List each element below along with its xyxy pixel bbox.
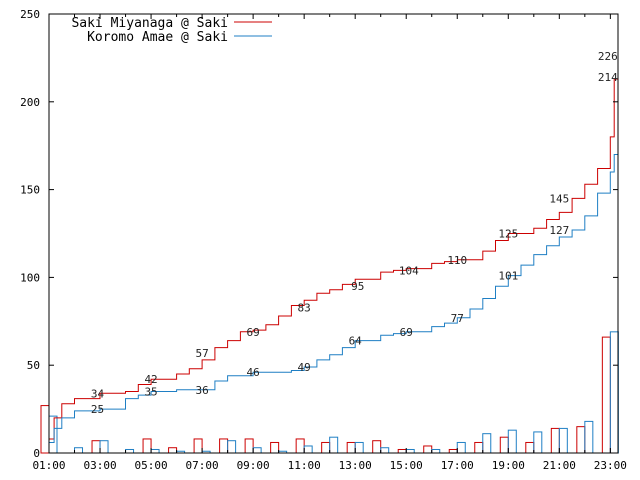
bar-series-2: [150, 448, 160, 454]
x-tick-label: 13:00: [339, 459, 372, 472]
bar-series-1: [142, 438, 152, 454]
x-tick-label: 19:00: [492, 459, 525, 472]
bar-series-2: [380, 447, 390, 454]
y-tick-label: 50: [27, 359, 40, 372]
data-label-series-1: 34: [91, 387, 105, 400]
data-label-series-1: 42: [144, 373, 157, 386]
x-tick-label: 17:00: [441, 459, 474, 472]
bar-series-2: [584, 420, 594, 454]
bar-series-1: [321, 441, 331, 454]
data-label-series-2: 101: [498, 270, 518, 283]
bar-series-2: [227, 440, 237, 454]
data-label-series-2: 49: [298, 361, 311, 374]
bar-series-1: [346, 441, 356, 454]
bar-series-2: [431, 448, 441, 454]
bar-series-2: [482, 433, 492, 454]
bar-series-1: [423, 445, 433, 454]
y-tick-label: 150: [20, 184, 40, 197]
bar-series-1: [40, 405, 50, 454]
cumulative-lines: [49, 56, 619, 443]
bar-series-2: [456, 441, 466, 454]
x-tick-label: 15:00: [390, 459, 423, 472]
plot-frame: [48, 13, 619, 454]
y-tick-label: 200: [20, 96, 40, 109]
bar-series-2: [303, 445, 313, 454]
y-tick-label: 250: [20, 8, 40, 21]
bar-series-1: [295, 438, 305, 454]
x-tick-label: 01:00: [32, 459, 65, 472]
bar-series-1: [219, 438, 229, 454]
data-labels: 34 42 57 69 83 95 104 110 125 145 226 25 35 36 46 49 64 6…: [91, 50, 618, 416]
bar-series-2: [405, 448, 415, 454]
bar-series-1: [270, 441, 280, 454]
y-tick-label: 100: [20, 271, 40, 284]
bar-series-2: [558, 427, 568, 454]
bar-series-1: [372, 440, 382, 454]
bar-series-2: [507, 429, 517, 454]
data-label-series-2: 127: [549, 224, 569, 237]
line-series-1: [49, 56, 619, 440]
bar-series-1: [168, 447, 178, 454]
y-tick-label: 0: [33, 447, 40, 460]
data-label-series-1: 145: [549, 192, 569, 205]
axes: 0 50 100 150 200 250 01:00 03:00 05:00 07:00 09:00…: [20, 8, 627, 472]
bar-series-2: [48, 415, 58, 454]
legend-label-series-1: Saki Miyanaga @ Saki: [71, 16, 228, 31]
line-series-2: [49, 77, 619, 443]
bar-series-1: [448, 448, 458, 454]
bar-series-1: [601, 336, 611, 454]
data-label-series-1: 226: [598, 50, 618, 63]
data-label-series-2: 77: [451, 312, 464, 325]
data-label-series-1: 95: [351, 280, 364, 293]
data-label-series-1: 57: [195, 347, 208, 360]
bar-series-1: [525, 441, 535, 454]
legend: Saki Miyanaga @ Saki Koromo Amae @ Saki: [71, 16, 272, 45]
bar-series-2: [99, 440, 109, 454]
bar-series-2: [354, 441, 364, 454]
legend-label-series-2: Koromo Amae @ Saki: [87, 30, 228, 45]
data-label-series-1: 69: [247, 326, 260, 339]
x-tick-label: 03:00: [83, 459, 116, 472]
bar-series-2: [74, 447, 84, 454]
bar-series-2: [125, 448, 135, 454]
bar-series-1: [474, 441, 484, 454]
data-label-series-1: 104: [399, 264, 419, 277]
data-label-series-2: 214: [598, 71, 618, 84]
x-tick-label: 11:00: [288, 459, 321, 472]
data-label-series-2: 64: [349, 335, 363, 348]
bar-series-2: [329, 436, 339, 454]
bar-series-2: [252, 447, 262, 454]
x-tick-label: 05:00: [135, 459, 168, 472]
x-tick-label: 21:00: [543, 459, 576, 472]
hourly-bars: [40, 331, 619, 454]
bar-series-1: [397, 448, 407, 454]
bar-series-1: [499, 436, 509, 454]
data-label-series-1: 83: [298, 301, 311, 314]
bar-series-2: [609, 331, 619, 454]
data-label-series-1: 110: [447, 254, 467, 267]
x-tick-label: 07:00: [186, 459, 219, 472]
bar-series-1: [550, 427, 560, 454]
data-label-series-1: 125: [498, 228, 518, 241]
data-label-series-2: 35: [144, 386, 157, 399]
bar-series-1: [576, 426, 586, 454]
data-label-series-2: 36: [195, 384, 208, 397]
data-label-series-2: 69: [400, 326, 413, 339]
data-label-series-2: 25: [91, 403, 104, 416]
x-tick-label: 09:00: [237, 459, 270, 472]
bar-series-1: [193, 438, 203, 454]
bar-series-1: [244, 438, 254, 454]
x-tick-label: 23:00: [594, 459, 627, 472]
bar-series-2: [533, 431, 543, 454]
data-label-series-2: 46: [247, 366, 260, 379]
bar-series-1: [91, 440, 101, 454]
